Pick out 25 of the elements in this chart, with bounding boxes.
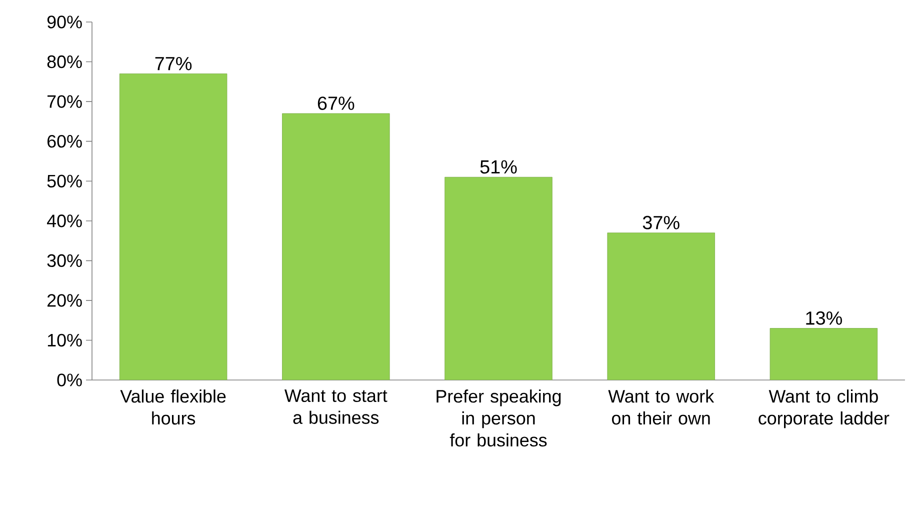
- y-tick-label: 0%: [57, 374, 82, 386]
- x-tick-label: Want to work on their own: [608, 390, 714, 425]
- y-tick-label: 20%: [47, 294, 82, 307]
- y-tick-label: 30%: [47, 254, 82, 268]
- data-label: 37%: [642, 216, 680, 230]
- bar: [607, 232, 715, 380]
- bar: [119, 74, 228, 380]
- y-tick-label: 60%: [47, 134, 82, 148]
- bar: [770, 328, 878, 380]
- bar: [282, 113, 390, 380]
- bar: [444, 176, 552, 380]
- x-tick-label: Want to climb corporate ladder: [758, 390, 890, 428]
- x-tick-label: Prefer speaking in person for business: [436, 390, 561, 447]
- x-tick-label: Value flexible hours: [120, 390, 226, 425]
- x-tick-label: Want to start a business: [284, 390, 388, 424]
- data-label: 13%: [806, 311, 842, 325]
- data-label: 77%: [155, 56, 192, 70]
- y-tick-label: 50%: [47, 174, 82, 188]
- y-tick-label: 40%: [46, 214, 82, 228]
- y-tick-label: 90%: [47, 16, 82, 28]
- y-tick-label: 70%: [48, 95, 82, 108]
- data-label: 67%: [318, 96, 354, 110]
- data-label: 51%: [480, 160, 517, 174]
- y-tick-label: 10%: [48, 334, 82, 347]
- y-tick-label: 80%: [47, 55, 82, 68]
